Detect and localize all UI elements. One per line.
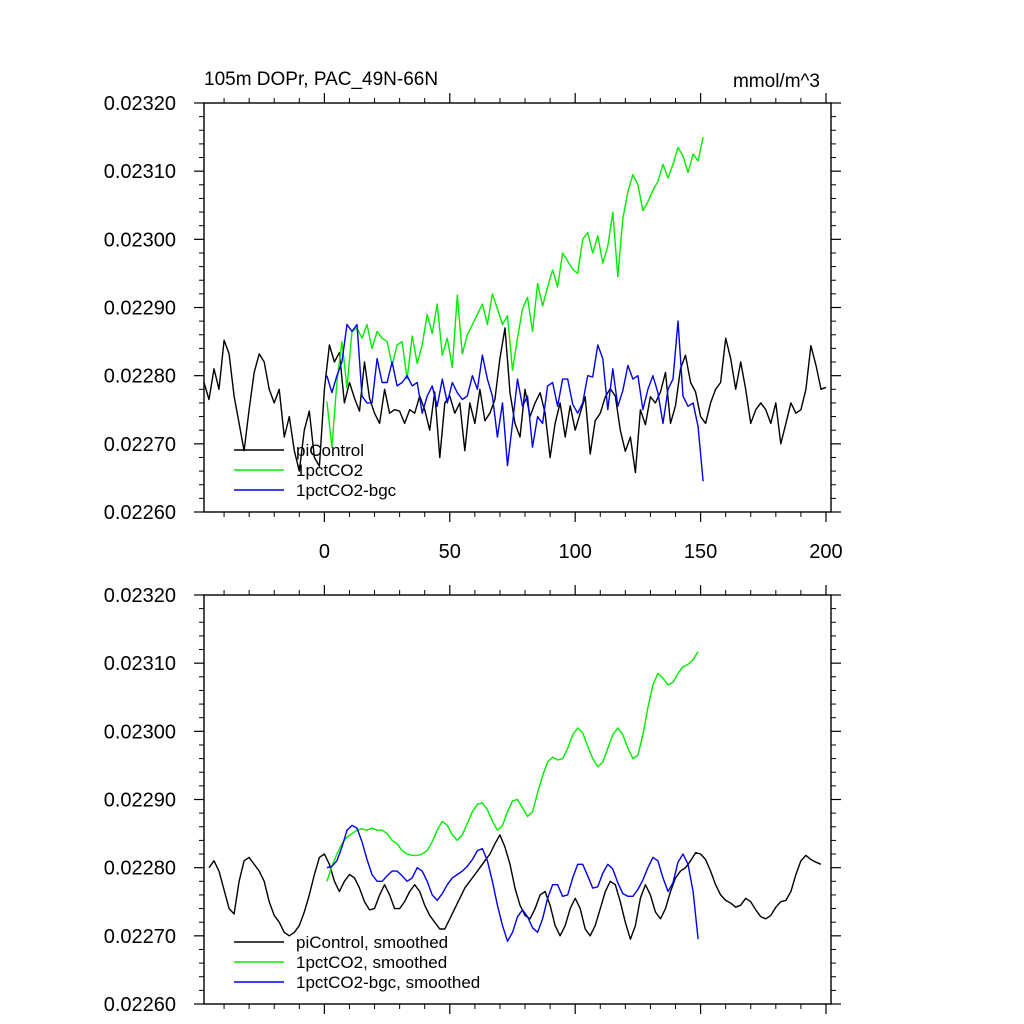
top-panel: 0.02260 0.02270 0.02280 0.02290 0.02300 0.023… xyxy=(104,93,843,563)
legend-label: piControl, smoothed xyxy=(296,933,448,952)
y-tick-label: 0.02290 xyxy=(104,790,176,812)
y-tick-label: 0.02310 xyxy=(104,161,176,183)
x-tick-label: 150 xyxy=(684,541,717,563)
legend-label: 1pctCO2 xyxy=(296,461,363,480)
y-tick-label: 0.02270 xyxy=(104,926,176,948)
y-tick-label: 0.02320 xyxy=(104,585,176,607)
x-tick-label: 50 xyxy=(439,541,461,563)
series-line-1pctco2-bgc xyxy=(326,320,704,482)
y-tick-label: 0.02260 xyxy=(104,994,176,1016)
series-line-picontrol xyxy=(203,327,827,474)
legend-label: 1pctCO2, smoothed xyxy=(296,953,447,972)
series-line-picontrol-smoothed xyxy=(208,834,822,940)
series-line-1pctco2-bgc-smoothed xyxy=(326,824,699,942)
y-tick-label: 0.02280 xyxy=(104,858,176,880)
series-line-1pctco2-smoothed xyxy=(326,651,699,882)
y-tick-label: 0.02260 xyxy=(104,502,176,524)
top-panel-title: 105m DOPr, PAC_49N-66N xyxy=(204,69,438,90)
top-panel-units: mmol/m^3 xyxy=(733,71,820,92)
y-tick-label: 0.02300 xyxy=(104,229,176,251)
y-tick-label: 0.02300 xyxy=(104,721,176,743)
y-tick-label: 0.02320 xyxy=(104,93,176,115)
legend-label: 1pctCO2-bgc, smoothed xyxy=(296,973,480,992)
y-tick-label: 0.02310 xyxy=(104,653,176,675)
y-tick-label: 0.02280 xyxy=(104,366,176,388)
legend-label: piControl xyxy=(296,441,364,460)
bottom-panel: 0.02260 0.02270 0.02280 0.02290 0.02300 0.023… xyxy=(104,585,841,1016)
legend-label: 1pctCO2-bgc xyxy=(296,481,397,500)
x-tick-label: 100 xyxy=(558,541,591,563)
x-tick-label: 0 xyxy=(319,541,330,563)
y-tick-label: 0.02290 xyxy=(104,298,176,320)
series-line-1pctco2 xyxy=(326,136,704,448)
y-tick-label: 0.02270 xyxy=(104,434,176,456)
x-tick-label: 200 xyxy=(809,541,842,563)
